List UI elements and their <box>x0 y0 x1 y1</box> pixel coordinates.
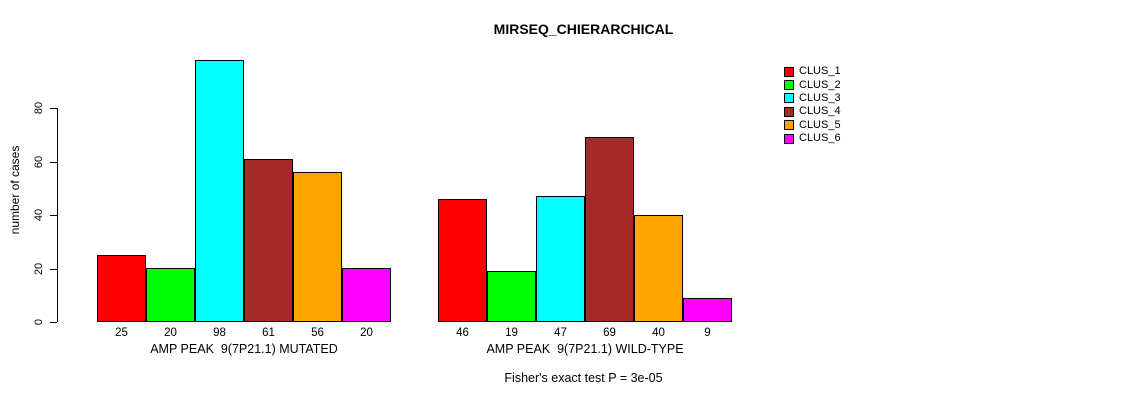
legend-entry: CLUS_2 <box>784 78 841 91</box>
bar-value-label: 47 <box>554 327 567 339</box>
legend-entry: CLUS_4 <box>784 105 841 118</box>
bar-clus_4-group2 <box>585 137 634 322</box>
legend-swatch <box>784 66 794 77</box>
bar-value-label: 40 <box>652 327 665 339</box>
legend-label: CLUS_2 <box>799 78 841 91</box>
y-tick-label: 60 <box>33 155 45 169</box>
bar-clus_4-group1 <box>244 159 293 322</box>
bar-value-label: 25 <box>115 327 128 339</box>
y-axis-label: number of cases <box>8 145 22 235</box>
legend-swatch <box>784 80 794 91</box>
bar-clus_6-group2 <box>683 298 732 322</box>
bar-clus_3-group1 <box>195 60 244 322</box>
legend-entry: CLUS_5 <box>784 119 841 132</box>
legend-swatch <box>784 106 794 117</box>
bar-clus_2-group1 <box>146 268 195 322</box>
bar-clus_2-group2 <box>487 271 536 322</box>
legend: CLUS_1 CLUS_2 CLUS_3 CLUS_4 CLUS_5 CLUS_6 <box>784 65 841 145</box>
legend-entry: CLUS_6 <box>784 132 841 145</box>
y-tick-label: 40 <box>33 208 45 222</box>
y-tick-mark <box>50 162 57 163</box>
bar-clus_5-group1 <box>293 172 342 322</box>
bar-clus_5-group2 <box>634 215 683 322</box>
legend-label: CLUS_4 <box>799 105 841 118</box>
bar-value-label: 19 <box>505 327 518 339</box>
y-tick-label: 0 <box>33 318 45 326</box>
bar-value-label: 98 <box>213 327 226 339</box>
y-tick-mark <box>50 108 57 109</box>
group-label: AMP PEAK 9(7P21.1) MUTATED <box>150 342 338 356</box>
chart-title: MIRSEQ_CHIERARCHICAL <box>493 21 674 37</box>
legend-label: CLUS_6 <box>799 132 841 145</box>
bar-value-label: 20 <box>164 327 177 339</box>
legend-label: CLUS_5 <box>799 118 841 131</box>
bar-value-label: 20 <box>360 327 373 339</box>
y-tick-mark <box>50 322 57 323</box>
legend-entry: CLUS_3 <box>784 92 841 105</box>
bar-clus_3-group2 <box>536 196 585 322</box>
y-tick-label: 80 <box>33 101 45 115</box>
bar-value-label: 61 <box>262 327 275 339</box>
y-tick-mark <box>50 269 57 270</box>
y-tick-mark <box>50 215 57 216</box>
bar-clus_1-group2 <box>438 199 487 322</box>
bar-clus_6-group1 <box>342 268 391 322</box>
bar-value-label: 46 <box>456 327 469 339</box>
legend-entry: CLUS_1 <box>784 65 841 78</box>
bar-value-label: 56 <box>311 327 324 339</box>
legend-swatch <box>784 133 794 144</box>
legend-label: CLUS_1 <box>799 65 841 78</box>
y-axis-line <box>57 108 58 322</box>
legend-label: CLUS_3 <box>799 91 841 104</box>
group-label: AMP PEAK 9(7P21.1) WILD-TYPE <box>486 342 684 356</box>
caption: Fisher's exact test P = 3e-05 <box>504 371 663 385</box>
bar-value-label: 9 <box>704 327 711 339</box>
legend-swatch <box>784 120 794 131</box>
legend-swatch <box>784 93 794 104</box>
bar-clus_1-group1 <box>97 255 146 322</box>
bar-value-label: 69 <box>603 327 616 339</box>
y-tick-label: 20 <box>33 262 45 276</box>
